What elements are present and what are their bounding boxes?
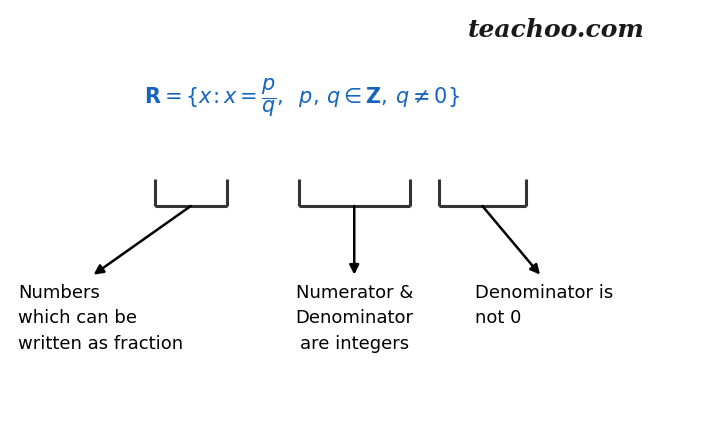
- Text: teachoo.com: teachoo.com: [467, 18, 644, 42]
- Text: $\mathbf{R} = \{x\!: x = \dfrac{p}{q},\;\;$$p,\, q \in \mathbf{Z},\, q \neq 0\}$: $\mathbf{R} = \{x\!: x = \dfrac{p}{q},\;…: [145, 76, 460, 119]
- Text: Numbers
which can be
written as fraction: Numbers which can be written as fraction: [18, 284, 183, 353]
- Text: Denominator is
not 0: Denominator is not 0: [475, 284, 613, 327]
- Text: Numerator &
Denominator
are integers: Numerator & Denominator are integers: [295, 284, 413, 353]
